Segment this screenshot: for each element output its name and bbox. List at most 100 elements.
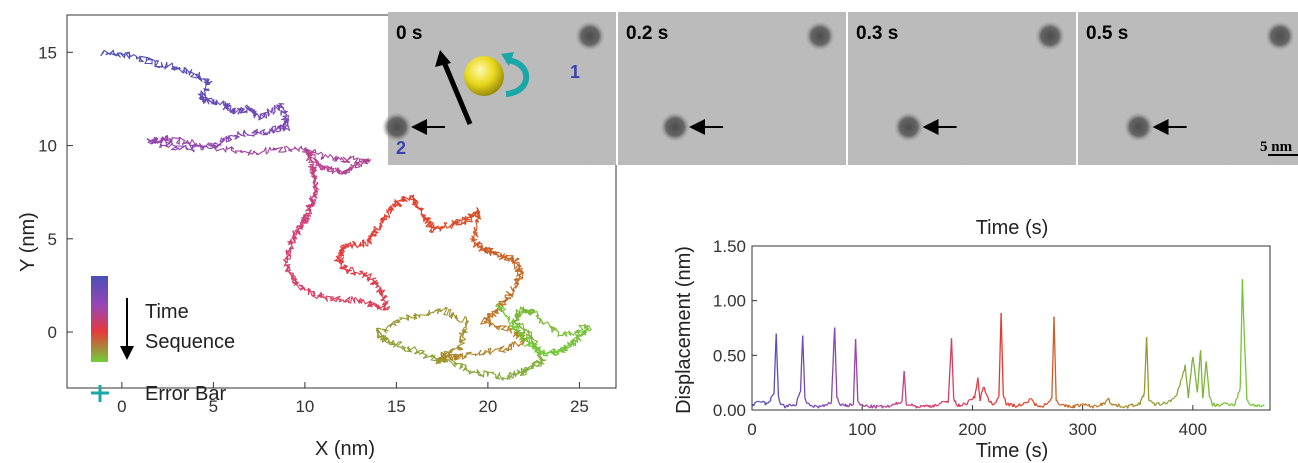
- trajectory-segment: [165, 141, 168, 147]
- displacement-segment: [908, 404, 911, 406]
- displacement-segment: [984, 392, 987, 395]
- trajectory-segment: [342, 169, 348, 173]
- displacement-segment: [1104, 400, 1107, 403]
- trajectory-segment: [314, 152, 319, 155]
- displacement-segment: [1167, 400, 1170, 402]
- displacement-segment: [1023, 401, 1026, 404]
- displacement-segment: [881, 406, 884, 409]
- trajectory-segment: [394, 199, 400, 206]
- trajectory-segment: [392, 203, 396, 208]
- displacement-segment: [889, 405, 892, 407]
- trajectory-segment: [498, 350, 506, 353]
- trajectory-segment: [491, 250, 495, 255]
- displacement-y-tick-label: 0.50: [713, 346, 746, 365]
- trajectory-segment: [252, 110, 257, 115]
- trajectory-segment: [380, 335, 384, 341]
- displacement-segment: [1186, 382, 1189, 390]
- displacement-segment: [970, 398, 973, 401]
- trajectory-segment: [515, 372, 521, 376]
- displacement-segment: [904, 385, 907, 405]
- displacement-segment: [995, 399, 998, 403]
- trajectory-segment: [256, 113, 260, 118]
- trajectory-segment: [178, 137, 186, 142]
- trajectory-segment: [178, 145, 185, 151]
- trajectory-segment: [514, 341, 520, 347]
- trajectory-segment: [165, 62, 173, 69]
- displacement-segment: [1232, 404, 1235, 407]
- trajectory-segment: [462, 368, 467, 372]
- displacement-segment: [899, 401, 902, 405]
- displacement-segment: [1221, 402, 1224, 406]
- displacement-segment: [1025, 401, 1028, 404]
- trajectory-segment: [105, 52, 111, 56]
- trajectory-segment: [164, 135, 171, 143]
- displacement-segment: [1139, 400, 1142, 406]
- displacement-segment: [1248, 402, 1250, 405]
- trajectory-segment: [377, 304, 382, 311]
- trajectory-segment: [291, 278, 297, 282]
- trajectory-segment: [549, 350, 555, 354]
- displacement-segment: [1150, 400, 1153, 404]
- displacement-segment: [1031, 398, 1034, 402]
- displacement-segment: [892, 403, 894, 406]
- displacement-segment: [963, 402, 966, 405]
- trajectory-segment: [353, 157, 359, 164]
- displacement-segment: [861, 403, 864, 406]
- displacement-segment: [864, 404, 867, 407]
- displacement-segment: [1154, 403, 1157, 407]
- trajectory-segment: [171, 137, 173, 144]
- displacement-segment: [1065, 403, 1068, 406]
- displacement-segment: [1175, 393, 1178, 397]
- displacement-segment: [758, 400, 761, 403]
- displacement-segment: [1027, 398, 1030, 403]
- displacement-segment: [787, 404, 790, 408]
- trajectory-segment: [515, 330, 518, 337]
- trajectory-segment: [484, 350, 491, 354]
- trajectory-segment: [213, 99, 218, 105]
- displacement-segment: [767, 402, 769, 405]
- trajectory-segment: [518, 306, 522, 313]
- trajectory-segment: [495, 302, 499, 307]
- trajectory-segment: [480, 317, 485, 325]
- trajectory-segment: [116, 52, 121, 58]
- displacement-segment: [804, 397, 807, 401]
- trajectory-segment: [450, 354, 454, 360]
- trajectory-segment: [384, 329, 389, 332]
- trajectory-y-tick-label: 10: [38, 137, 57, 156]
- legend-error-bar-label: Error Bar: [145, 383, 226, 405]
- displacement-segment: [896, 402, 899, 406]
- displacement-x-tick-label: 400: [1179, 420, 1207, 439]
- trajectory-segment: [188, 71, 192, 76]
- displacement-segment: [1217, 404, 1220, 407]
- displacement-segment: [1058, 403, 1061, 406]
- particle-2: [1123, 112, 1154, 142]
- trajectory-segment: [370, 231, 379, 238]
- trajectory-segment: [100, 49, 105, 56]
- trajectory-segment: [479, 373, 485, 378]
- trajectory-segment: [259, 113, 267, 119]
- displacement-segment: [1234, 400, 1237, 406]
- trajectory-x-axis-label: X (nm): [315, 438, 375, 460]
- displacement-segment: [803, 366, 806, 398]
- particle-1: [805, 21, 835, 51]
- displacement-segment: [767, 400, 770, 404]
- trajectory-segment: [343, 268, 350, 273]
- displacement-segment: [865, 404, 868, 406]
- displacement-segment: [1214, 405, 1217, 408]
- trajectory-segment: [512, 285, 518, 289]
- displacement-segment: [1236, 392, 1240, 399]
- displacement-segment: [876, 404, 879, 407]
- trajectory-segment: [240, 108, 243, 114]
- trajectory-segment: [454, 354, 457, 359]
- displacement-segment: [1142, 391, 1146, 398]
- trajectory-segment: [486, 313, 491, 317]
- trajectory-segment: [482, 370, 485, 378]
- trajectory-segment: [461, 327, 465, 332]
- trajectory-segment: [513, 262, 516, 270]
- trajectory-segment: [383, 214, 386, 221]
- trajectory-segment: [152, 140, 157, 143]
- trajectory-segment: [259, 129, 265, 133]
- displacement-segment: [863, 405, 866, 408]
- snapshot-frame: 0.3 s: [848, 12, 1078, 165]
- trajectory-segment: [309, 195, 314, 202]
